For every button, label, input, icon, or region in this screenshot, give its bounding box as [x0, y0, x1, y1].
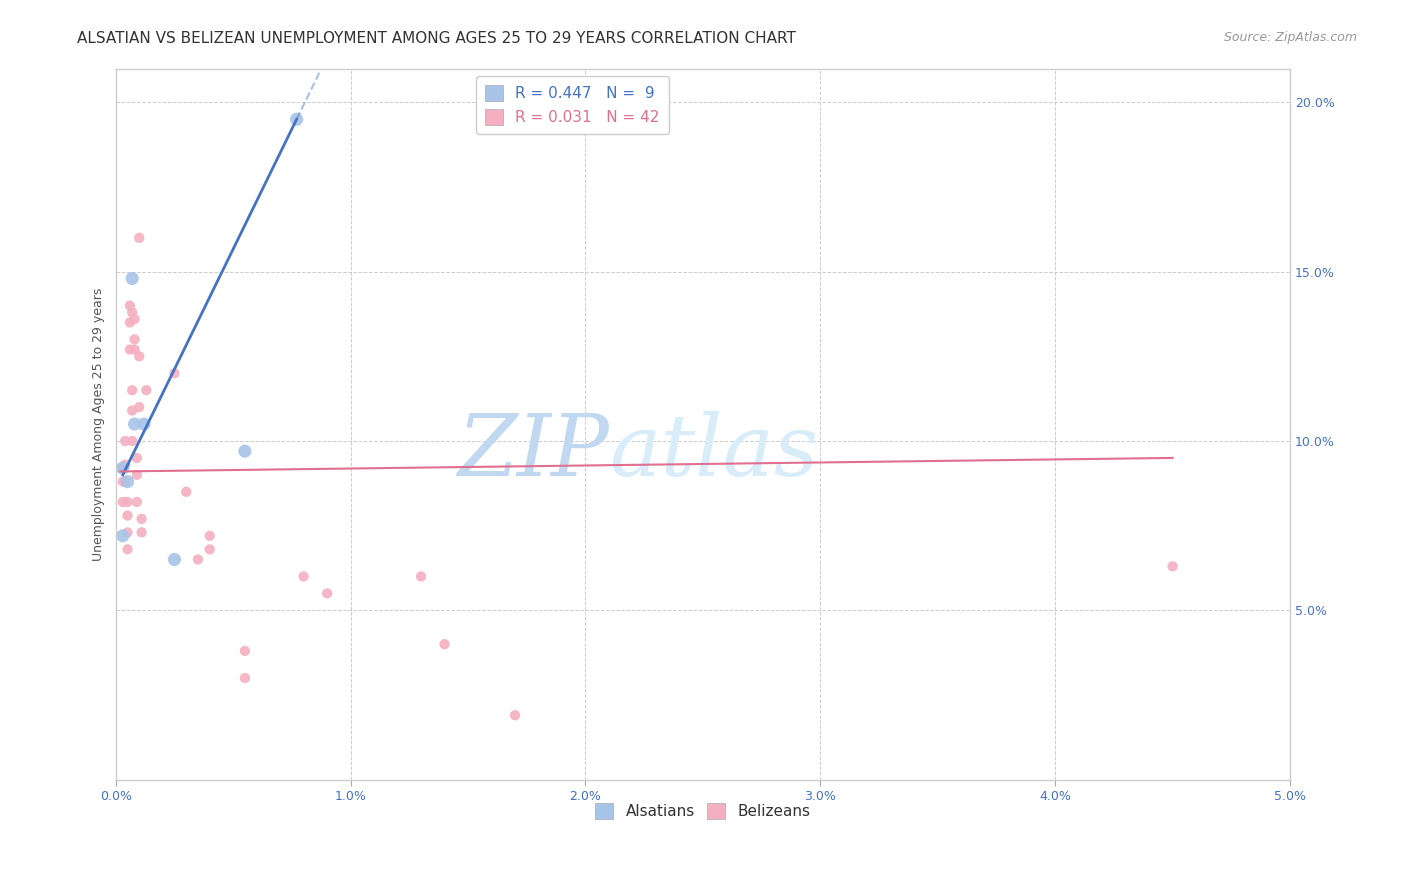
- Point: [163, 366, 186, 380]
- Point: [198, 542, 221, 557]
- Point: [503, 708, 526, 723]
- Point: [111, 461, 134, 475]
- Point: [285, 112, 308, 127]
- Point: [163, 552, 186, 566]
- Legend: Alsatians, Belizeans: Alsatians, Belizeans: [589, 797, 817, 825]
- Point: [1161, 559, 1184, 574]
- Point: [111, 495, 134, 509]
- Point: [128, 349, 150, 363]
- Point: [132, 417, 155, 431]
- Point: [233, 444, 256, 458]
- Point: [114, 458, 136, 472]
- Point: [110, 461, 132, 475]
- Point: [117, 525, 139, 540]
- Point: [433, 637, 456, 651]
- Point: [233, 671, 256, 685]
- Point: [128, 231, 150, 245]
- Point: [316, 586, 339, 600]
- Point: [121, 434, 143, 448]
- Point: [117, 542, 139, 557]
- Point: [114, 434, 136, 448]
- Point: [187, 552, 209, 566]
- Point: [233, 644, 256, 658]
- Point: [118, 316, 141, 330]
- Point: [125, 495, 148, 509]
- Point: [121, 271, 143, 285]
- Point: [135, 383, 157, 397]
- Point: [124, 312, 146, 326]
- Point: [121, 305, 143, 319]
- Text: ALSATIAN VS BELIZEAN UNEMPLOYMENT AMONG AGES 25 TO 29 YEARS CORRELATION CHART: ALSATIAN VS BELIZEAN UNEMPLOYMENT AMONG …: [77, 31, 796, 46]
- Point: [128, 400, 150, 414]
- Text: ZIP: ZIP: [457, 411, 609, 494]
- Text: Source: ZipAtlas.com: Source: ZipAtlas.com: [1223, 31, 1357, 45]
- Point: [131, 525, 153, 540]
- Point: [409, 569, 432, 583]
- Point: [117, 508, 139, 523]
- Point: [292, 569, 315, 583]
- Point: [111, 529, 134, 543]
- Point: [131, 512, 153, 526]
- Point: [174, 484, 197, 499]
- Point: [118, 343, 141, 357]
- Point: [117, 495, 139, 509]
- Y-axis label: Unemployment Among Ages 25 to 29 years: Unemployment Among Ages 25 to 29 years: [93, 287, 105, 561]
- Point: [198, 529, 221, 543]
- Point: [121, 383, 143, 397]
- Point: [125, 450, 148, 465]
- Point: [124, 417, 146, 431]
- Point: [114, 475, 136, 489]
- Point: [121, 403, 143, 417]
- Point: [124, 333, 146, 347]
- Point: [117, 475, 139, 489]
- Point: [111, 475, 134, 489]
- Point: [125, 467, 148, 482]
- Point: [124, 343, 146, 357]
- Text: atlas: atlas: [609, 411, 818, 494]
- Point: [118, 299, 141, 313]
